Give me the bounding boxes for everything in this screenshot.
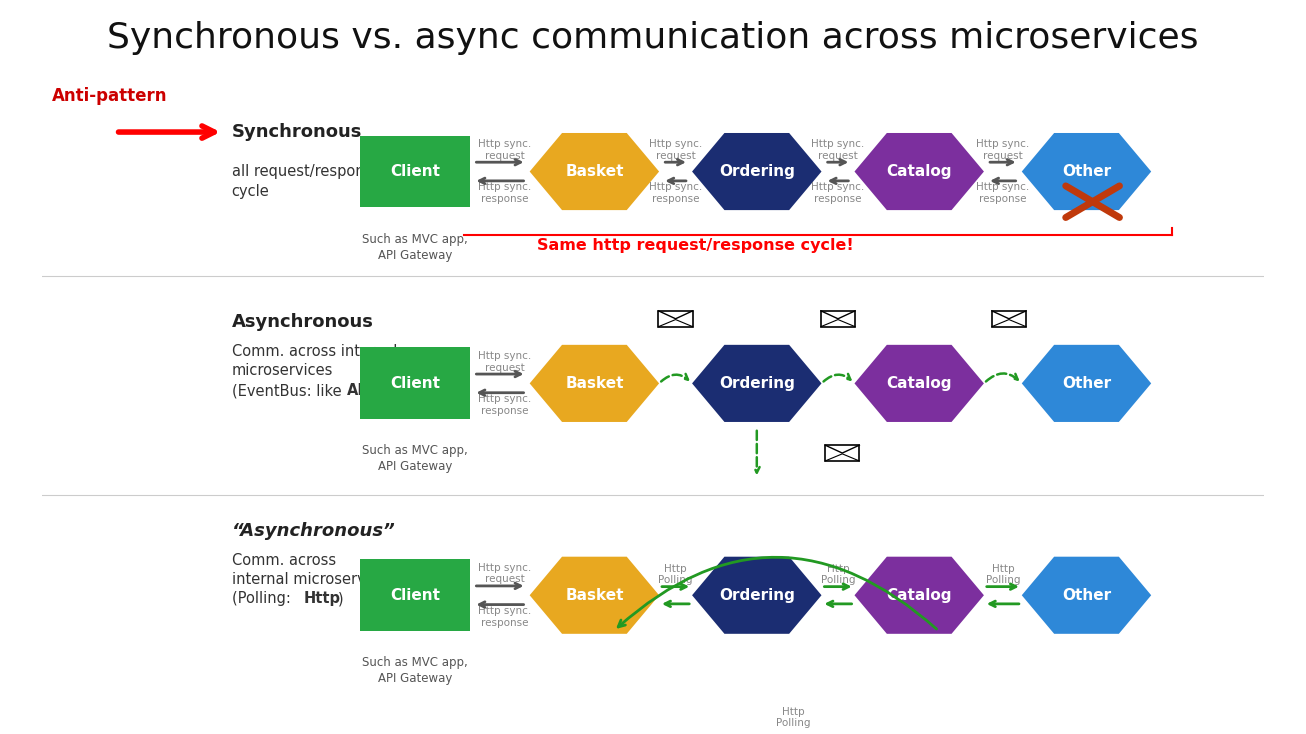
Polygon shape	[1021, 345, 1151, 422]
Text: Ordering: Ordering	[718, 588, 795, 603]
Polygon shape	[692, 345, 821, 422]
Text: Basket: Basket	[565, 588, 624, 603]
Text: (Polling:: (Polling:	[231, 592, 295, 606]
Text: Synchronous: Synchronous	[231, 123, 362, 141]
Text: Other: Other	[1062, 164, 1111, 179]
Polygon shape	[854, 556, 983, 634]
Text: Http sync.
response: Http sync. response	[976, 182, 1029, 204]
Text: Http
Polling: Http Polling	[820, 564, 855, 585]
Text: Http sync.
request: Http sync. request	[976, 139, 1029, 161]
FancyBboxPatch shape	[360, 559, 470, 631]
Text: Http sync.
response: Http sync. response	[649, 182, 703, 204]
Polygon shape	[692, 133, 821, 210]
Text: Anti-pattern: Anti-pattern	[52, 87, 167, 105]
Text: Comm. across: Comm. across	[231, 553, 336, 568]
FancyBboxPatch shape	[825, 445, 859, 461]
Text: AMQP: AMQP	[347, 383, 396, 398]
FancyBboxPatch shape	[658, 311, 692, 327]
Text: Ordering: Ordering	[718, 164, 795, 179]
Text: all request/response
cycle: all request/response cycle	[231, 164, 381, 199]
Text: Http sync.
request: Http sync. request	[649, 139, 703, 161]
Text: microservices: microservices	[231, 363, 333, 378]
Text: ): )	[338, 592, 343, 606]
Text: “Asynchronous”: “Asynchronous”	[231, 522, 396, 539]
Text: Synchronous vs. async communication across microservices: Synchronous vs. async communication acro…	[107, 21, 1199, 55]
Text: Http
Polling: Http Polling	[658, 564, 693, 585]
FancyBboxPatch shape	[991, 311, 1027, 327]
Text: Ordering: Ordering	[718, 376, 795, 391]
Text: Http sync.
response: Http sync. response	[811, 182, 865, 204]
Text: Http
Polling: Http Polling	[776, 707, 811, 728]
Text: Catalog: Catalog	[887, 376, 952, 391]
Polygon shape	[530, 345, 660, 422]
Text: Such as MVC app,
API Gateway: Such as MVC app, API Gateway	[362, 233, 468, 261]
Text: Http sync.
request: Http sync. request	[478, 351, 532, 373]
Polygon shape	[530, 133, 660, 210]
Text: Other: Other	[1062, 588, 1111, 603]
Text: Basket: Basket	[565, 376, 624, 391]
Text: Asynchronous: Asynchronous	[231, 313, 374, 331]
FancyBboxPatch shape	[821, 311, 855, 327]
Text: (EventBus: like: (EventBus: like	[231, 383, 346, 398]
Text: Catalog: Catalog	[887, 164, 952, 179]
Text: Http sync.
request: Http sync. request	[811, 139, 865, 161]
Polygon shape	[854, 345, 983, 422]
Text: Client: Client	[390, 376, 440, 391]
Text: Comm. across internal: Comm. across internal	[231, 344, 397, 359]
Text: Http sync.
response: Http sync. response	[478, 182, 532, 204]
Text: Http
Polling: Http Polling	[986, 564, 1020, 585]
Text: Http sync.
response: Http sync. response	[478, 394, 532, 415]
Polygon shape	[692, 556, 821, 634]
Text: Such as MVC app,
API Gateway: Such as MVC app, API Gateway	[362, 445, 468, 473]
Text: Other: Other	[1062, 376, 1111, 391]
FancyBboxPatch shape	[360, 347, 470, 419]
Polygon shape	[1021, 133, 1151, 210]
Polygon shape	[1021, 556, 1151, 634]
FancyBboxPatch shape	[360, 136, 470, 208]
Text: Same http request/response cycle!: Same http request/response cycle!	[537, 239, 854, 253]
Text: Such as MVC app,
API Gateway: Such as MVC app, API Gateway	[362, 656, 468, 686]
Text: Catalog: Catalog	[887, 588, 952, 603]
Text: Client: Client	[390, 588, 440, 603]
Text: Http sync.
request: Http sync. request	[478, 563, 532, 584]
Text: ): )	[381, 383, 387, 398]
Text: Basket: Basket	[565, 164, 624, 179]
Polygon shape	[530, 556, 660, 634]
Text: Http sync.
response: Http sync. response	[478, 606, 532, 628]
Text: Client: Client	[390, 164, 440, 179]
Text: Http: Http	[304, 592, 341, 606]
Text: Http sync.
request: Http sync. request	[478, 139, 532, 161]
Polygon shape	[854, 133, 983, 210]
Text: internal microservices: internal microservices	[231, 572, 394, 587]
